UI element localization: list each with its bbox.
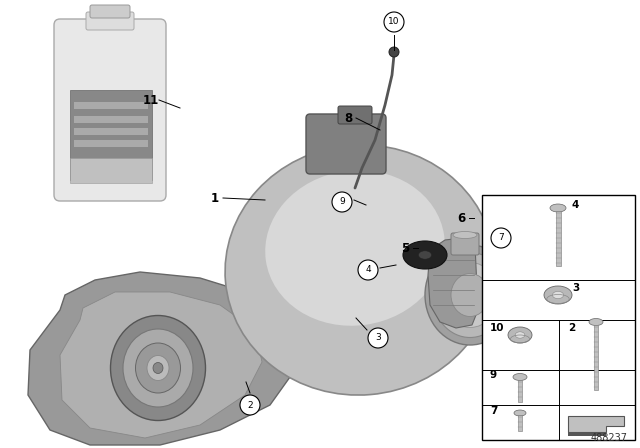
Ellipse shape	[552, 291, 564, 299]
Bar	[518, 380, 522, 402]
Text: 7: 7	[498, 233, 504, 242]
Circle shape	[332, 192, 352, 212]
Ellipse shape	[123, 329, 193, 407]
Ellipse shape	[508, 327, 532, 343]
Text: 7: 7	[490, 406, 497, 416]
Ellipse shape	[419, 251, 431, 259]
Polygon shape	[28, 272, 295, 445]
Text: 3: 3	[572, 283, 579, 293]
Polygon shape	[60, 292, 262, 438]
Text: 2: 2	[247, 401, 253, 409]
Bar	[518, 415, 522, 431]
Text: 2: 2	[568, 323, 575, 333]
Ellipse shape	[513, 374, 527, 380]
Bar	[594, 325, 598, 390]
Bar	[74, 116, 148, 123]
Ellipse shape	[136, 343, 180, 393]
Ellipse shape	[544, 286, 572, 304]
Text: 4: 4	[572, 200, 579, 210]
Ellipse shape	[403, 241, 447, 269]
Text: 11: 11	[143, 94, 159, 107]
Bar	[70, 90, 152, 180]
Text: 8: 8	[344, 112, 352, 125]
Bar	[74, 140, 148, 147]
Bar	[74, 128, 148, 135]
Bar	[70, 158, 152, 183]
Text: 6: 6	[457, 211, 465, 224]
Ellipse shape	[514, 410, 526, 416]
Bar	[556, 211, 561, 266]
Text: 3: 3	[375, 333, 381, 343]
Ellipse shape	[550, 204, 566, 212]
Polygon shape	[568, 432, 606, 436]
Ellipse shape	[153, 362, 163, 374]
Text: 4: 4	[365, 266, 371, 275]
Polygon shape	[568, 416, 624, 432]
Text: 9: 9	[339, 198, 345, 207]
FancyBboxPatch shape	[306, 114, 386, 174]
Circle shape	[384, 12, 404, 32]
Ellipse shape	[589, 319, 603, 326]
FancyBboxPatch shape	[338, 106, 372, 124]
Polygon shape	[428, 238, 478, 328]
Text: 5: 5	[401, 241, 409, 254]
Text: 9: 9	[490, 370, 497, 380]
Text: 1: 1	[211, 191, 219, 204]
Bar	[482, 195, 635, 440]
Ellipse shape	[147, 356, 169, 380]
Ellipse shape	[265, 170, 445, 326]
FancyBboxPatch shape	[90, 5, 130, 18]
Ellipse shape	[425, 245, 515, 345]
Text: 488237: 488237	[591, 433, 628, 443]
Ellipse shape	[441, 263, 499, 327]
Text: 10: 10	[490, 323, 504, 333]
Circle shape	[358, 260, 378, 280]
Ellipse shape	[225, 145, 495, 395]
Ellipse shape	[433, 253, 508, 337]
Circle shape	[240, 395, 260, 415]
Ellipse shape	[111, 315, 205, 421]
Circle shape	[491, 228, 511, 248]
Text: 10: 10	[388, 17, 400, 26]
Circle shape	[389, 47, 399, 57]
Ellipse shape	[515, 332, 525, 338]
Ellipse shape	[451, 273, 489, 316]
Bar	[74, 102, 148, 109]
FancyBboxPatch shape	[54, 19, 166, 201]
FancyBboxPatch shape	[86, 12, 134, 30]
Ellipse shape	[453, 232, 477, 238]
Circle shape	[368, 328, 388, 348]
FancyBboxPatch shape	[451, 233, 479, 255]
